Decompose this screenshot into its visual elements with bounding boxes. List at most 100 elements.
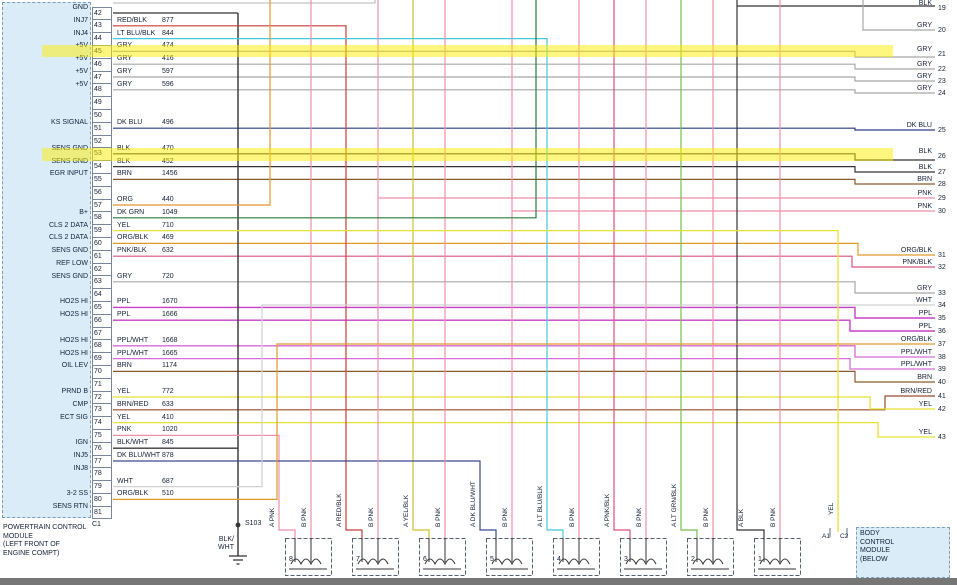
pin-number: 59 — [92, 224, 112, 237]
pin-function-label: SENS GND — [51, 272, 88, 280]
wire-ppl-1670 — [113, 306, 935, 319]
wire-blk-inj1 — [736, 0, 765, 540]
pcm-pin-row: SENS GND 63 GRY 720 — [0, 271, 200, 286]
pin-number: 78 — [92, 467, 112, 480]
pin-circuit-number: 877 — [162, 16, 174, 24]
pin-wire-color: PPL/WHT — [117, 349, 149, 357]
pin-wire-color: PNK/BLK — [117, 247, 147, 255]
pin-number: 62 — [92, 262, 112, 276]
pcm-pin-row: 67 — [0, 322, 200, 337]
wire-color-label: PPL — [918, 310, 932, 317]
wire-pplwht-1668 — [113, 345, 935, 358]
pin-number: 67 — [92, 326, 112, 340]
pin-number: 51 — [92, 121, 112, 135]
pcm-pin-row: 75 PNK 1020 — [0, 424, 200, 439]
pcm-pin-row: ECT SIG 74 YEL 410 — [0, 412, 200, 427]
injector-number: 6 — [423, 556, 427, 563]
pin-wire-color: BRN — [117, 362, 132, 370]
wire-exit-number: 40 — [938, 378, 946, 386]
pin-function-label: IGN — [75, 439, 88, 447]
wire-orgblk-510 — [113, 343, 935, 500]
wire-color-label: YEL — [918, 429, 932, 436]
pin-circuit-number: 1670 — [162, 298, 178, 306]
injector-a-wire-label: A LT BLU/BLK — [537, 485, 544, 527]
wire-wht-687 — [113, 304, 935, 488]
pin-wire-color: DK BLU/WHT — [117, 452, 161, 459]
pin-function-label: HO2S HI — [59, 349, 88, 357]
pcm-pin-row: HO2S HI 69 PPL/WHT 1665 — [0, 348, 200, 363]
pin-number: 47 — [92, 70, 112, 84]
bcm-title-line: BODY — [860, 530, 880, 537]
pin-number: 56 — [92, 185, 112, 199]
injector-a-wire-label: A PNK/BLK — [604, 493, 611, 527]
injector-number: 7 — [356, 556, 360, 563]
wire-exit-number: 30 — [938, 207, 946, 215]
pin-function-label: INJ5 — [73, 452, 88, 459]
right-wire-row: ORG/BLK 37 — [690, 336, 950, 348]
right-wire-row: WHT 34 — [690, 297, 950, 309]
pin-circuit-number: 452 — [162, 157, 174, 165]
pin-number: 75 — [92, 428, 112, 442]
pcm-pin-row: +5V 48 GRY 596 — [0, 79, 200, 94]
injector-b-wire-label: B PNK — [569, 507, 576, 527]
pcm-pin-row: HO2S HI 66 PPL 1666 — [0, 309, 200, 324]
pin-wire-color: BRN/RED — [117, 400, 149, 408]
wire-exit-number: 42 — [938, 405, 946, 413]
wire-yel-410 — [113, 421, 935, 438]
wire-color-label: WHT — [916, 297, 932, 304]
injector-symbol: 6 — [419, 538, 466, 576]
pcm-pin-row: +5V 46 GRY 416 — [0, 53, 200, 68]
right-wire-row: PPL 35 — [690, 310, 950, 322]
pin-number: 72 — [92, 390, 112, 404]
wire-exit-number: 39 — [938, 365, 946, 373]
injector-b-wire-label: B PNK — [636, 507, 643, 527]
pin-circuit-number: 687 — [162, 477, 174, 485]
pin-number: 42 — [92, 6, 112, 20]
wire-gry-596 — [113, 89, 935, 94]
injector-symbol: 2 — [687, 538, 734, 576]
pin-wire-color: PPL/WHT — [117, 336, 149, 344]
wire-color-label: DK BLU — [906, 122, 932, 129]
pin-wire-color: ORG/BLK — [117, 490, 149, 498]
pin-number: 63 — [92, 275, 112, 288]
pin-number: 58 — [92, 211, 112, 224]
pin-number: 48 — [92, 83, 112, 96]
wire-color-label: GRY — [916, 46, 932, 53]
wire-top-gry-stub — [113, 0, 376, 4]
pin-number: 52 — [92, 134, 112, 148]
wire-exit-number: 31 — [938, 251, 946, 259]
pin-number: 49 — [92, 96, 112, 109]
wire-color-label: ORG/BLK — [900, 336, 932, 343]
wire-exit-number: 20 — [938, 26, 946, 34]
wire-exit-number: 43 — [938, 433, 946, 441]
pin-circuit-number: 844 — [162, 29, 174, 37]
wire-color-label: ORG/BLK — [900, 247, 932, 254]
pin-wire-color: PPL — [117, 298, 131, 306]
pin-circuit-number: 632 — [162, 247, 174, 255]
pin-circuit-number: 596 — [162, 80, 174, 88]
pin-circuit-number: 720 — [162, 272, 174, 280]
pcm-pin-row: CLS 2 DATA 59 YEL 710 — [0, 220, 200, 235]
pcm-pin-row: INJ5 77 DK BLU/WHT 878 — [0, 450, 200, 465]
pin-function-label: ECT SIG — [60, 413, 88, 421]
pin-number: 79 — [92, 480, 112, 493]
wire-brn-1456 — [113, 178, 935, 185]
pin-function-label: SENS GND — [51, 247, 88, 255]
wire-color-label: PPL/WHT — [900, 361, 932, 368]
pcm-pin-row: KS SIGNAL 51 DK BLU 496 — [0, 117, 200, 132]
wire-ltgrnblk-inj2 — [680, 0, 698, 540]
bcm-pin-c2: C2 — [840, 533, 849, 540]
bcm-wire-color-label: YEL — [828, 502, 835, 515]
splice-wire-line1: BLK/ — [218, 536, 234, 543]
pcm-pin-row: INJ7 43 RED/BLK 877 — [0, 15, 200, 30]
pin-circuit-number: 1668 — [162, 336, 178, 344]
right-wire-row: BLK 26 — [690, 148, 950, 160]
wire-yelblk-inj6 — [412, 0, 430, 540]
pin-number: 64 — [92, 288, 112, 301]
pin-number: 66 — [92, 313, 112, 327]
pcm-pin-row: PRND B 72 YEL 772 — [0, 386, 200, 401]
injector-a-wire-label: A BLK — [738, 508, 745, 527]
pcm-pin-row: CMP 73 BRN/RED 633 — [0, 399, 200, 414]
pcm-pin-row: 52 — [0, 130, 200, 145]
wire-exit-number: 35 — [938, 314, 946, 322]
